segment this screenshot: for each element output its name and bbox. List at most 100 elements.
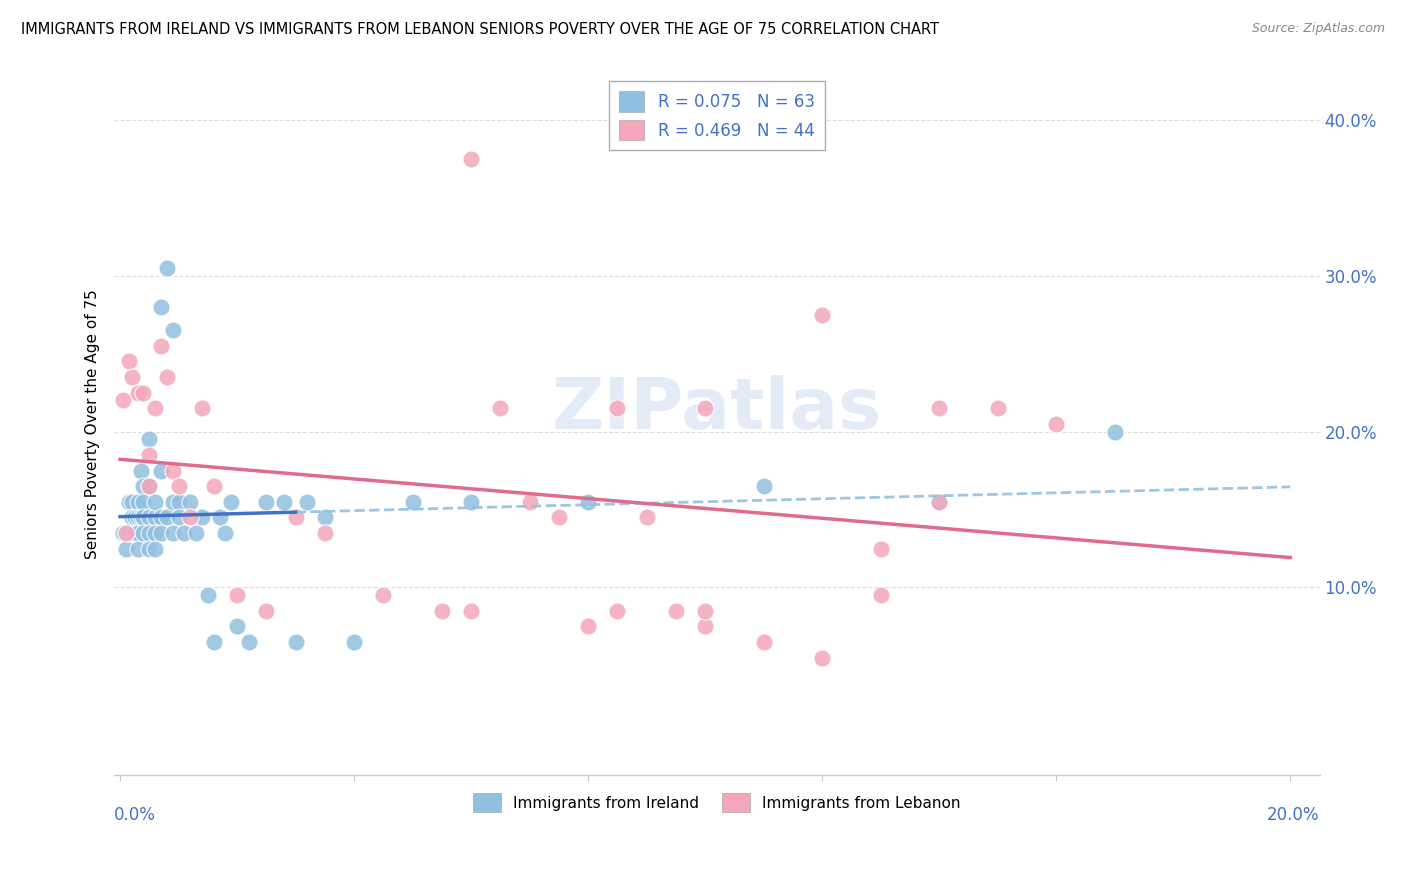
Point xyxy=(132,525,155,540)
Point xyxy=(167,510,190,524)
Point xyxy=(124,510,146,524)
Point xyxy=(143,525,166,540)
Point xyxy=(489,401,512,416)
Point xyxy=(273,494,295,508)
Point xyxy=(401,494,423,508)
Point xyxy=(636,510,658,524)
Point xyxy=(150,339,173,353)
Text: 20.0%: 20.0% xyxy=(1267,806,1320,824)
Point xyxy=(138,479,160,493)
Point xyxy=(138,525,160,540)
Point xyxy=(138,433,160,447)
Point xyxy=(191,401,214,416)
Point xyxy=(156,510,179,524)
Point xyxy=(124,525,146,540)
Point xyxy=(127,494,149,508)
Point xyxy=(314,525,336,540)
Point xyxy=(695,619,717,633)
Point xyxy=(121,525,143,540)
Point xyxy=(373,588,395,602)
Point xyxy=(297,494,319,508)
Point xyxy=(132,510,155,524)
Point xyxy=(150,510,173,524)
Point xyxy=(695,604,717,618)
Point xyxy=(238,635,260,649)
Point xyxy=(460,494,482,508)
Point xyxy=(127,541,149,556)
Point xyxy=(173,525,195,540)
Point xyxy=(132,385,155,400)
Text: Source: ZipAtlas.com: Source: ZipAtlas.com xyxy=(1251,22,1385,36)
Point xyxy=(1104,425,1126,439)
Point xyxy=(576,494,599,508)
Point xyxy=(184,525,207,540)
Point xyxy=(811,308,834,322)
Point xyxy=(460,152,482,166)
Point xyxy=(150,300,173,314)
Point xyxy=(548,510,571,524)
Point xyxy=(143,494,166,508)
Point xyxy=(869,541,891,556)
Point xyxy=(284,635,307,649)
Point xyxy=(143,510,166,524)
Point xyxy=(129,510,152,524)
Point xyxy=(115,541,138,556)
Point xyxy=(118,494,141,508)
Point xyxy=(606,604,628,618)
Point xyxy=(811,650,834,665)
Point xyxy=(118,354,141,368)
Point xyxy=(127,510,149,524)
Point xyxy=(127,525,149,540)
Point xyxy=(115,525,138,540)
Point xyxy=(143,541,166,556)
Point xyxy=(214,525,236,540)
Y-axis label: Seniors Poverty Over the Age of 75: Seniors Poverty Over the Age of 75 xyxy=(86,289,100,558)
Point xyxy=(202,635,225,649)
Point xyxy=(138,448,160,462)
Point xyxy=(665,604,688,618)
Point xyxy=(156,370,179,384)
Point xyxy=(343,635,366,649)
Legend: Immigrants from Ireland, Immigrants from Lebanon: Immigrants from Ireland, Immigrants from… xyxy=(465,786,967,820)
Point xyxy=(143,401,166,416)
Point xyxy=(928,401,950,416)
Point xyxy=(314,510,336,524)
Point xyxy=(167,494,190,508)
Point xyxy=(138,541,160,556)
Point xyxy=(162,464,184,478)
Point xyxy=(226,619,249,633)
Point xyxy=(284,510,307,524)
Point xyxy=(138,510,160,524)
Point xyxy=(156,260,179,275)
Point xyxy=(121,370,143,384)
Point xyxy=(219,494,242,508)
Point xyxy=(202,479,225,493)
Point xyxy=(111,525,134,540)
Point xyxy=(167,479,190,493)
Point xyxy=(576,619,599,633)
Point xyxy=(869,588,891,602)
Point xyxy=(928,494,950,508)
Point xyxy=(162,494,184,508)
Point xyxy=(430,604,453,618)
Point xyxy=(150,464,173,478)
Point xyxy=(121,494,143,508)
Point xyxy=(162,323,184,337)
Point xyxy=(111,393,134,408)
Text: IMMIGRANTS FROM IRELAND VS IMMIGRANTS FROM LEBANON SENIORS POVERTY OVER THE AGE : IMMIGRANTS FROM IRELAND VS IMMIGRANTS FR… xyxy=(21,22,939,37)
Point xyxy=(695,401,717,416)
Point xyxy=(118,525,141,540)
Point xyxy=(254,604,277,618)
Point xyxy=(519,494,541,508)
Point xyxy=(606,401,628,416)
Point xyxy=(138,479,160,493)
Text: ZIPatlas: ZIPatlas xyxy=(551,376,882,444)
Point xyxy=(191,510,214,524)
Point xyxy=(460,604,482,618)
Point xyxy=(179,494,201,508)
Point xyxy=(150,525,173,540)
Point xyxy=(121,510,143,524)
Point xyxy=(1045,417,1067,431)
Text: 0.0%: 0.0% xyxy=(114,806,156,824)
Point xyxy=(208,510,231,524)
